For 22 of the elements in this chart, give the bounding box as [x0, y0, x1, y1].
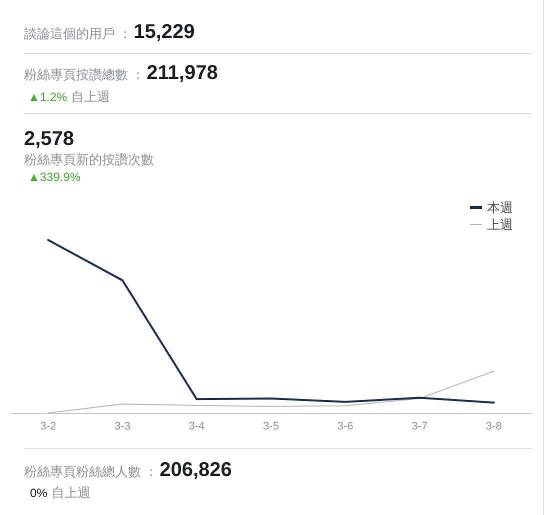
text: 自上週 [51, 484, 90, 502]
x-tick-label: 3-5 [263, 420, 279, 432]
text: 211,978 [146, 62, 218, 85]
x-tick-label: 3-7 [412, 420, 428, 432]
text: 206,826 [160, 459, 232, 482]
text: 粉絲專頁粉絲總人數 ： [24, 463, 158, 481]
text: 粉絲專頁按讚總數 ： [24, 66, 145, 84]
x-tick-label: 3-4 [188, 420, 205, 432]
text: 0% [30, 486, 48, 500]
legend-label: 本週 [487, 200, 513, 215]
text: 15,229 [134, 21, 195, 44]
legend-label: 上週 [487, 217, 513, 232]
chart-title: 粉絲專頁新的按讚次數 [24, 151, 154, 169]
x-tick-label: 3-8 [486, 420, 502, 432]
text: ▲1.2% [28, 90, 68, 104]
x-tick-label: 3-2 [40, 420, 56, 432]
x-tick-label: 3-3 [114, 420, 130, 432]
x-tick-label: 3-6 [337, 420, 354, 432]
text: 自上週 [71, 88, 110, 106]
text: 2,578 [24, 128, 74, 151]
text: 談論這個的用戶 ： [24, 25, 132, 43]
text: ▲339.9% [28, 170, 81, 184]
